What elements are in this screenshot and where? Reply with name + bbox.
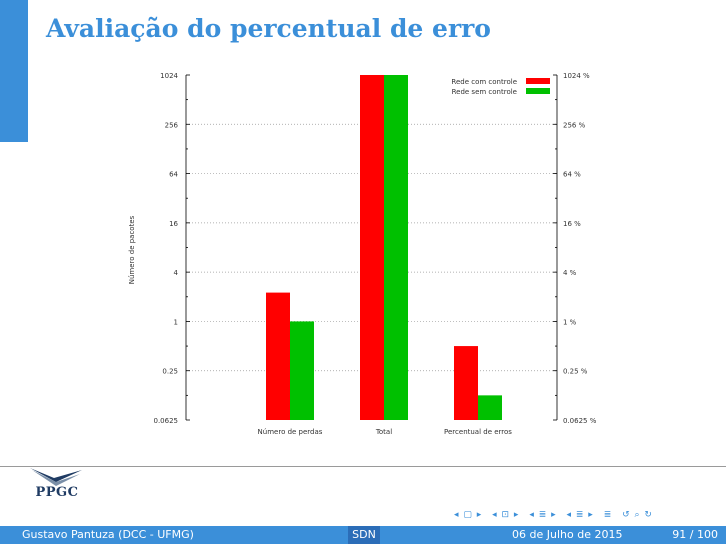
logo-mark-icon (30, 468, 82, 486)
x-tick-label: Número de perdas (258, 428, 323, 436)
nav-document-icon[interactable]: ◂ ≣ ▸ (566, 510, 594, 520)
y-tick-label-right: 1024 % (563, 72, 590, 80)
legend-swatch (526, 78, 550, 84)
bar (384, 75, 408, 420)
y-tick-label-right: 16 % (563, 220, 581, 228)
y-tick-label-left: 0.0625 (154, 417, 179, 425)
nav-frame-icon[interactable]: ◂ ▢ ▸ (454, 510, 483, 520)
y-tick-label-left: 16 (169, 220, 178, 228)
y-tick-label-left: 4 (174, 269, 179, 277)
x-tick-label: Total (375, 428, 392, 436)
y-axis-label: Número de pacotes (128, 215, 136, 284)
nav-outline-icon[interactable]: ≣ (603, 510, 613, 520)
y-tick-label-right: 256 % (563, 121, 586, 129)
ppgc-logo: PPGC (26, 466, 88, 506)
bar (478, 395, 502, 420)
y-tick-label-left: 1024 (160, 72, 178, 80)
chart: Número de perdas Total Percentual de erros… (128, 72, 597, 436)
y-tick-label-right: 0.25 % (563, 368, 588, 376)
y-tick-label-left: 64 (169, 171, 178, 179)
legend-label: Rede com controle (451, 78, 517, 86)
footer-author: Gustavo Pantuza (DCC - UFMG) (22, 528, 194, 541)
y-tick-label-right: 0.0625 % (563, 417, 597, 425)
chart-ticks: 1024 1024 % 256 256 % 64 64 % 16 16 % 4 4 % 1 1 % 0.… (154, 72, 597, 425)
footer-date: 06 de Julho de 2015 (512, 528, 623, 541)
y-tick-label-right: 1 % (563, 318, 577, 326)
footer-bar: Gustavo Pantuza (DCC - UFMG) SDN 06 de J… (0, 526, 726, 544)
bar (290, 321, 314, 420)
chart-legend: Rede com controle Rede sem controle (451, 78, 550, 96)
beamer-navigation: ◂ ▢ ▸ ◂ ⊡ ▸ ◂ ≣ ▸ ◂ ≣ ▸ ≣ ↺ ⌕ ↻ (454, 510, 659, 520)
chart-grid (186, 123, 557, 372)
y-tick-label-left: 0.25 (162, 368, 178, 376)
nav-search-icon[interactable]: ↺ ⌕ ↻ (622, 510, 653, 520)
bar (454, 346, 478, 420)
y-tick-label-right: 4 % (563, 269, 577, 277)
footer-divider (0, 466, 726, 467)
slide-title: Avaliação do percentual de erro (46, 14, 491, 43)
y-tick-label-left: 256 (165, 121, 179, 129)
y-tick-label-right: 64 % (563, 171, 581, 179)
y-tick-label-left: 1 (174, 318, 178, 326)
legend-swatch (526, 88, 550, 94)
nav-subsection-icon[interactable]: ◂ ⊡ ▸ (492, 510, 520, 520)
logo-text: PPGC (35, 485, 79, 500)
chart-bars: Número de perdas Total Percentual de erros (258, 75, 512, 436)
bar (360, 75, 384, 420)
sidebar-accent (0, 0, 28, 142)
bar (266, 292, 290, 420)
x-tick-label: Percentual de erros (444, 428, 512, 436)
footer-page-number: 91 / 100 (672, 528, 718, 541)
footer-short-title: SDN (348, 526, 380, 544)
legend-label: Rede sem controle (452, 88, 517, 96)
nav-section-icon[interactable]: ◂ ≣ ▸ (529, 510, 557, 520)
